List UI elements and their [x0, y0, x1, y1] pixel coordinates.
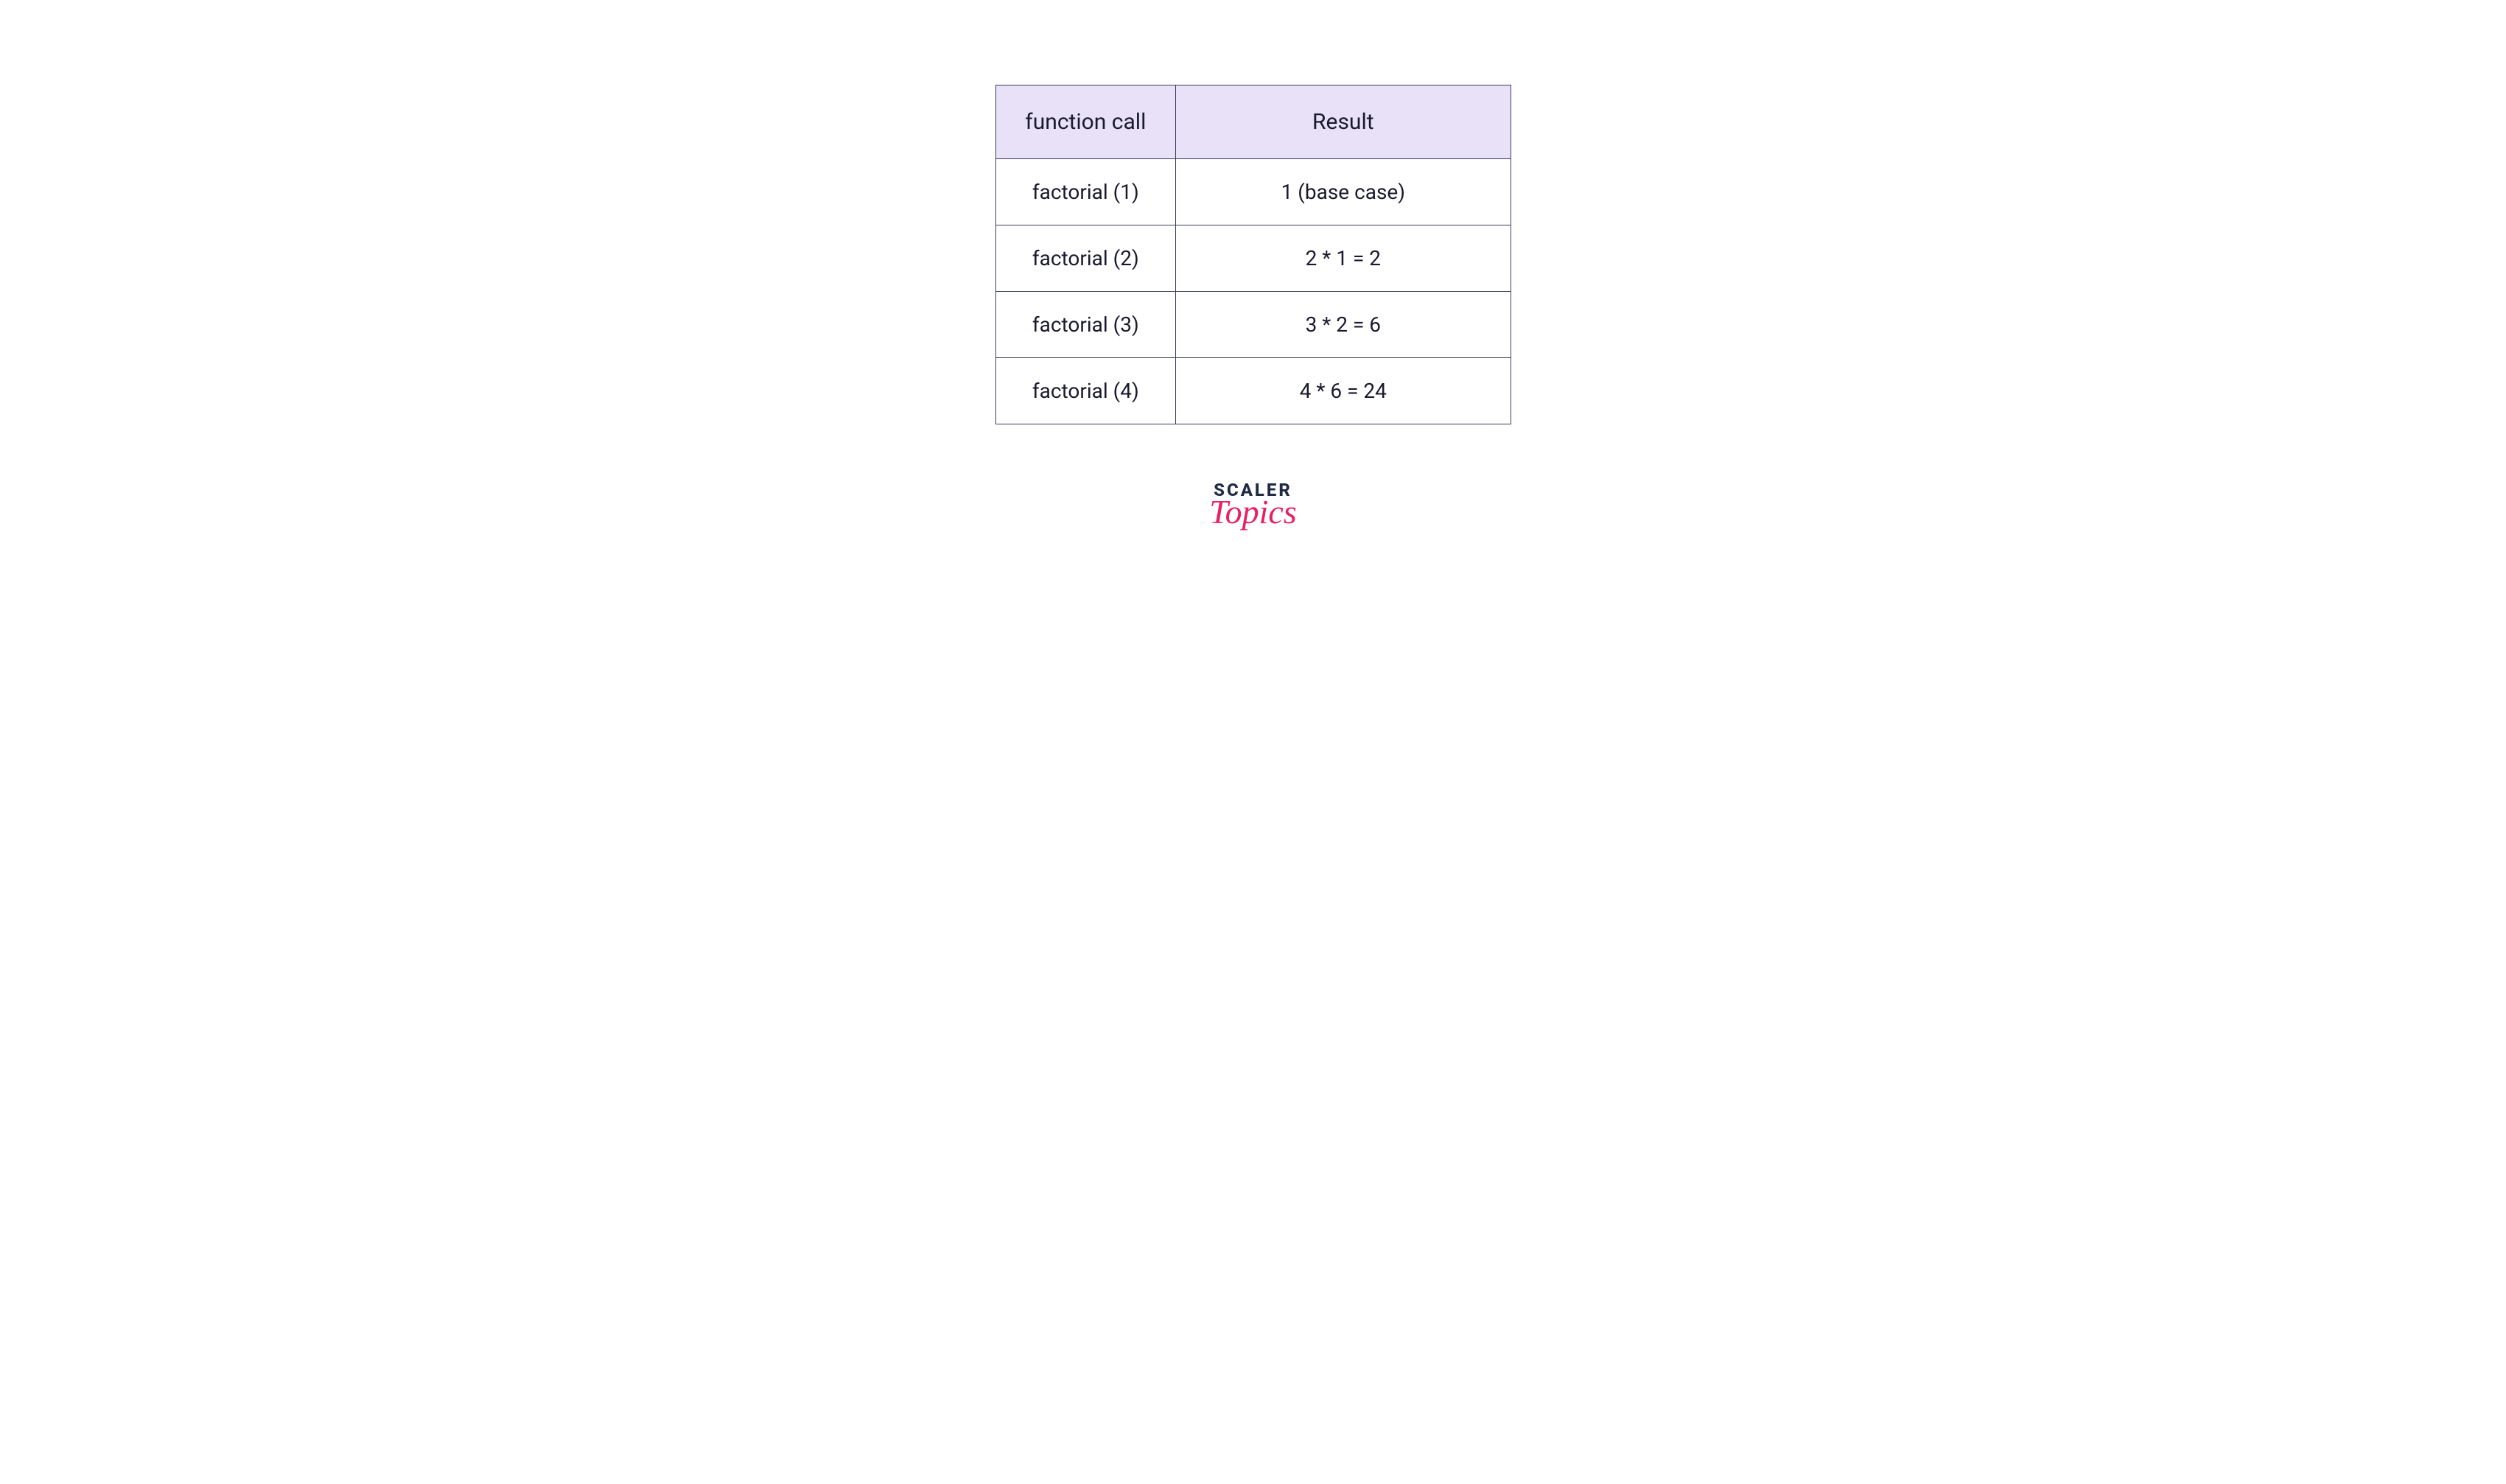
table-cell-result: 4 * 6 = 24	[1176, 358, 1511, 424]
table-row: factorial (2) 2 * 1 = 2	[995, 225, 1511, 292]
table-row: factorial (1) 1 (base case)	[995, 159, 1511, 225]
factorial-table-container: function call Result factorial (1) 1 (ba…	[995, 85, 1511, 424]
table-cell-call: factorial (4)	[995, 358, 1176, 424]
table-cell-call: factorial (2)	[995, 225, 1176, 292]
table-header-result: Result	[1176, 85, 1511, 159]
logo-line-topics: Topics	[1209, 499, 1296, 526]
factorial-table: function call Result factorial (1) 1 (ba…	[995, 85, 1511, 424]
table-row: factorial (4) 4 * 6 = 24	[995, 358, 1511, 424]
table-cell-result: 1 (base case)	[1176, 159, 1511, 225]
table-cell-call: factorial (1)	[995, 159, 1176, 225]
table-cell-call: factorial (3)	[995, 292, 1176, 358]
table-header-function-call: function call	[995, 85, 1176, 159]
table-header-row: function call Result	[995, 85, 1511, 159]
table-cell-result: 3 * 2 = 6	[1176, 292, 1511, 358]
scaler-topics-logo: SCALER Topics	[1209, 480, 1296, 526]
table-row: factorial (3) 3 * 2 = 6	[995, 292, 1511, 358]
table-cell-result: 2 * 1 = 2	[1176, 225, 1511, 292]
